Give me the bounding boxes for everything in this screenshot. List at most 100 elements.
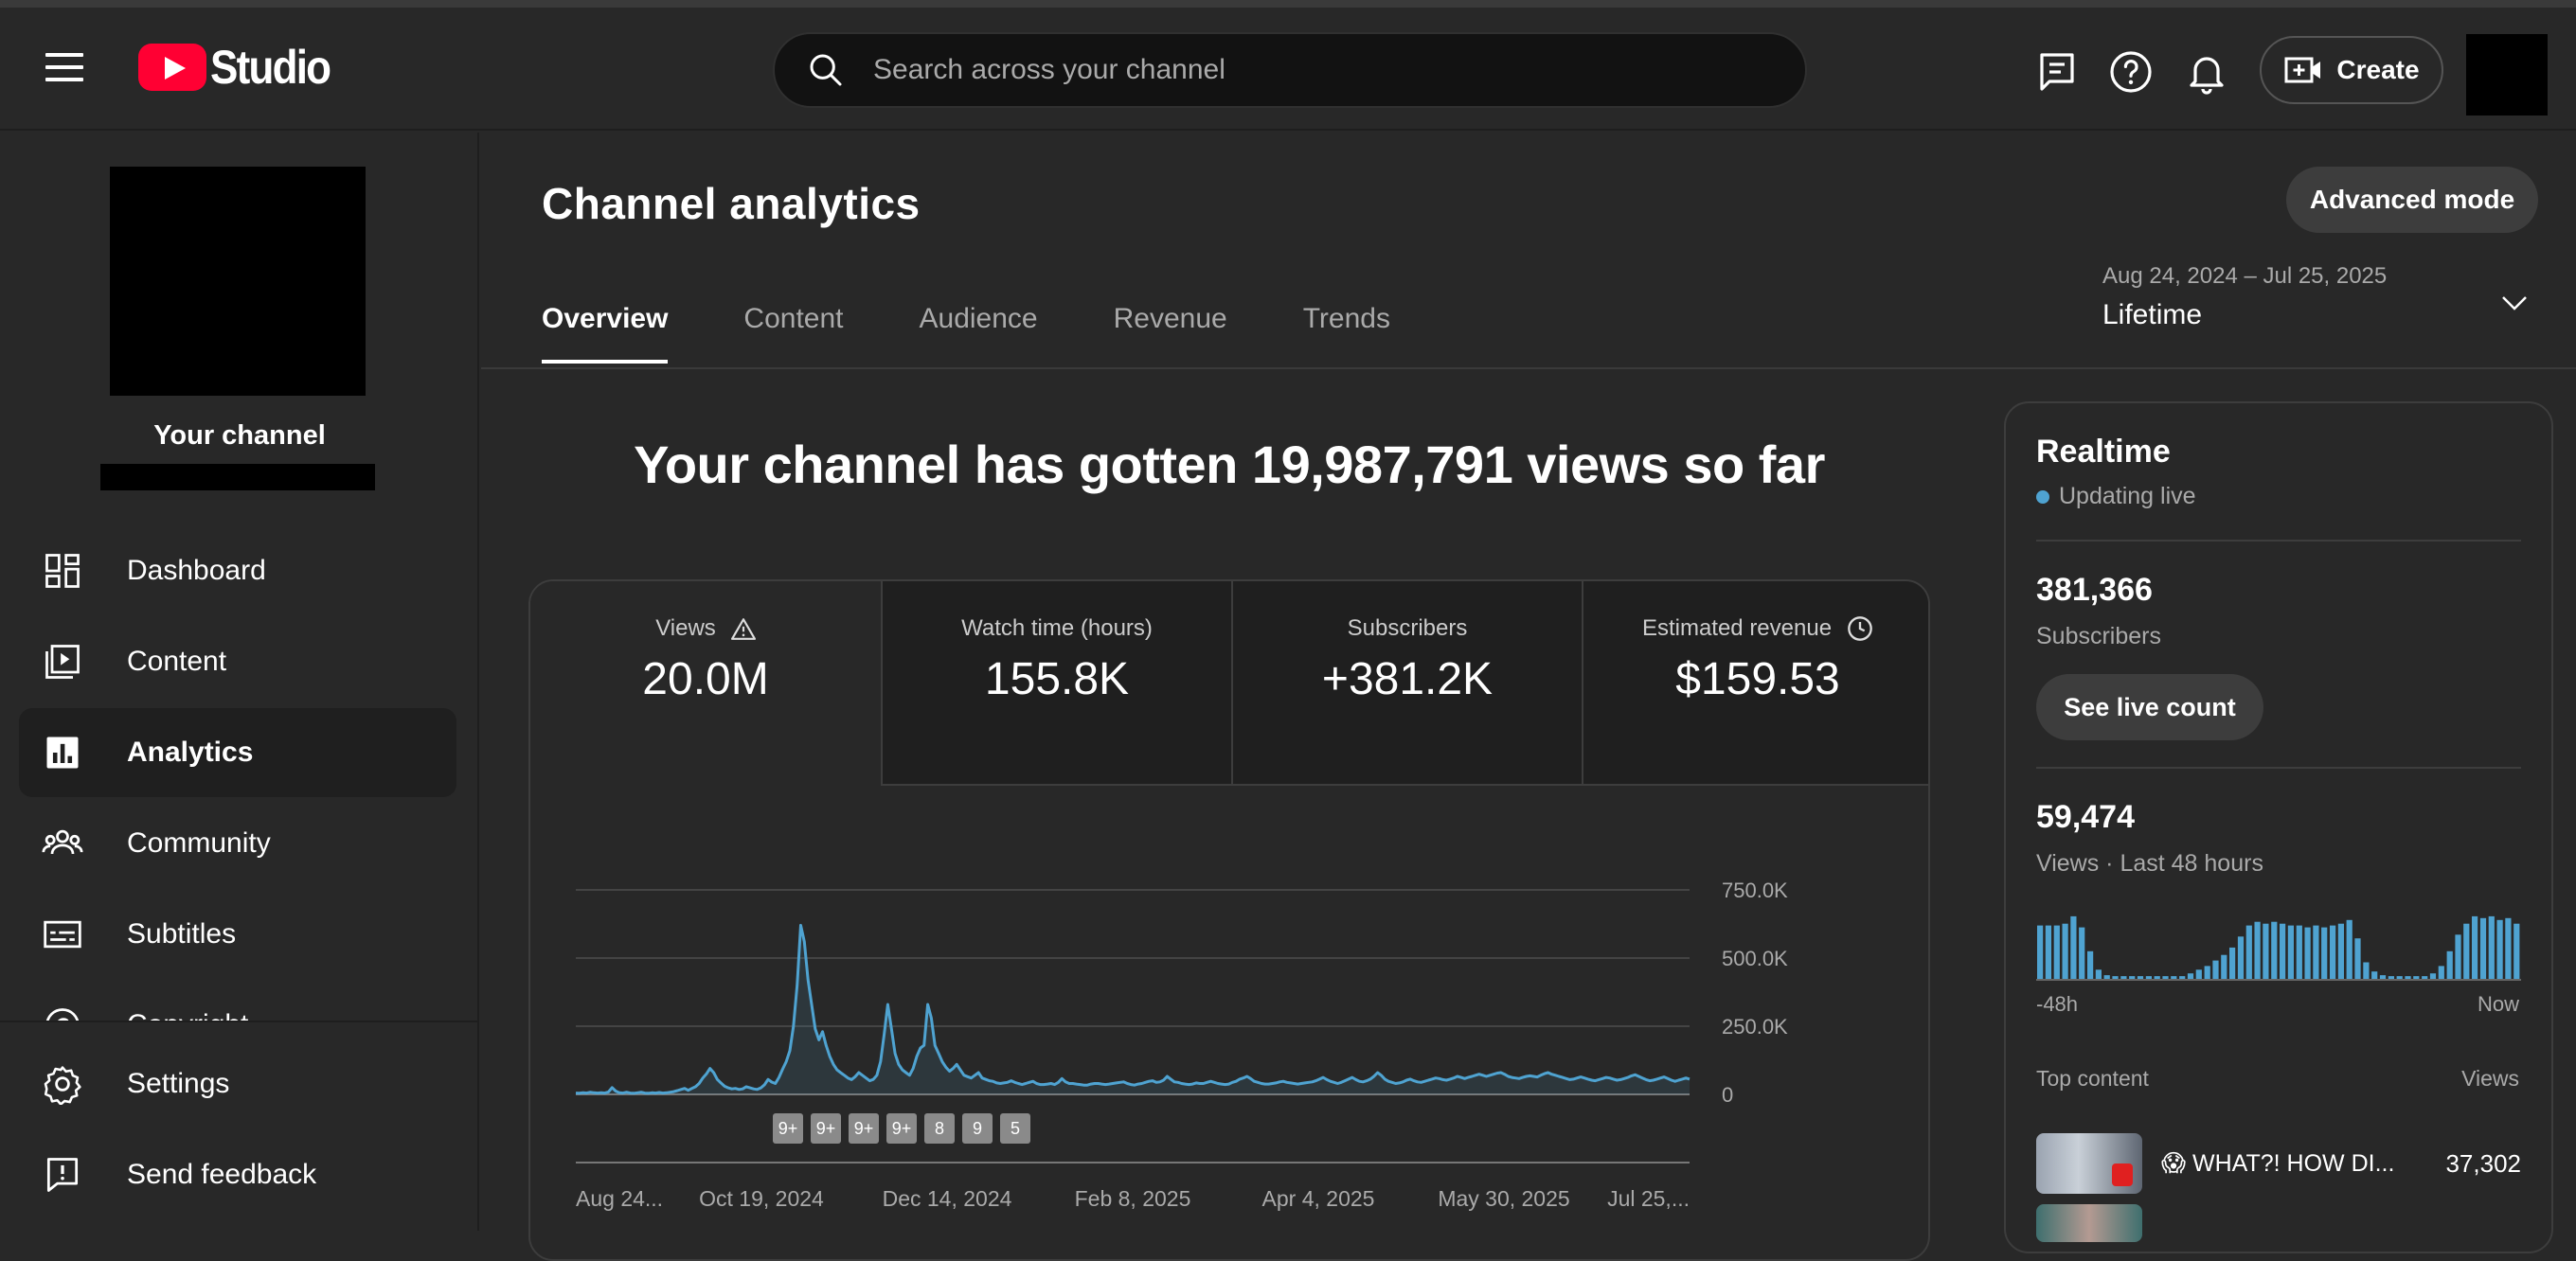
realtime-bar[interactable] xyxy=(2446,950,2453,979)
search-bar[interactable] xyxy=(773,32,1807,108)
realtime-bar[interactable] xyxy=(2212,960,2219,979)
tab-revenue[interactable]: Revenue xyxy=(1113,303,1227,334)
sidebar-item-community[interactable]: Community xyxy=(19,799,456,888)
realtime-bar[interactable] xyxy=(2455,934,2461,979)
realtime-bar[interactable] xyxy=(2488,915,2495,979)
realtime-bar[interactable] xyxy=(2171,976,2177,979)
realtime-bar[interactable] xyxy=(2280,923,2286,979)
realtime-bar[interactable] xyxy=(2513,923,2520,979)
realtime-bar[interactable] xyxy=(2137,976,2144,979)
realtime-bar[interactable] xyxy=(2405,976,2411,979)
menu-icon[interactable] xyxy=(45,53,83,81)
tab-trends[interactable]: Trends xyxy=(1302,303,1390,334)
realtime-bar[interactable] xyxy=(2388,976,2394,979)
comments-icon[interactable] xyxy=(2034,49,2080,95)
realtime-bar[interactable] xyxy=(2371,971,2378,979)
realtime-bar[interactable] xyxy=(2354,938,2361,979)
sidebar-item-subtitles[interactable]: Subtitles xyxy=(19,890,456,979)
realtime-bar[interactable] xyxy=(2379,975,2387,979)
realtime-bar[interactable] xyxy=(2129,976,2136,979)
sidebar-item-analytics[interactable]: Analytics xyxy=(19,708,456,797)
sidebar-item-send-feedback[interactable]: Send feedback xyxy=(19,1130,456,1219)
realtime-bar[interactable] xyxy=(2229,947,2236,979)
advanced-mode-button[interactable]: Advanced mode xyxy=(2286,167,2538,233)
date-range-selector[interactable]: Aug 24, 2024 – Jul 25, 2025 Lifetime xyxy=(2102,263,2538,348)
video-thumbnail[interactable] xyxy=(2036,1204,2142,1242)
realtime-bar-chart[interactable] xyxy=(2036,905,2521,981)
tab-content[interactable]: Content xyxy=(743,303,844,334)
realtime-bar[interactable] xyxy=(2045,925,2051,979)
realtime-bar[interactable] xyxy=(2346,919,2352,979)
realtime-bar[interactable] xyxy=(2195,969,2202,979)
realtime-bar[interactable] xyxy=(2145,976,2152,979)
realtime-bar[interactable] xyxy=(2237,936,2245,979)
realtime-bar[interactable] xyxy=(2120,976,2127,979)
realtime-bar[interactable] xyxy=(2062,923,2068,979)
realtime-bar[interactable] xyxy=(2396,976,2403,979)
realtime-bar[interactable] xyxy=(2496,919,2503,979)
annotation-badge[interactable] xyxy=(773,1113,803,1144)
realtime-bar[interactable] xyxy=(2438,966,2444,979)
metric-subscribers[interactable]: Subscribers +381.2K xyxy=(1231,581,1582,786)
realtime-bar[interactable] xyxy=(2505,917,2512,979)
realtime-bar[interactable] xyxy=(2221,954,2227,979)
sidebar-item-dashboard[interactable]: Dashboard xyxy=(19,526,456,615)
tab-overview[interactable]: Overview xyxy=(542,303,669,364)
channel-avatar[interactable] xyxy=(110,167,366,396)
top-content-item[interactable]: 😱 WHAT?! HOW DI... 37,302 xyxy=(2036,1132,2521,1195)
create-button[interactable]: Create xyxy=(2260,36,2443,104)
realtime-bar[interactable] xyxy=(2472,915,2478,979)
warning-icon[interactable] xyxy=(730,617,756,640)
realtime-bar[interactable] xyxy=(2287,925,2294,979)
realtime-bar[interactable] xyxy=(2296,925,2302,979)
realtime-bar[interactable] xyxy=(2245,925,2252,979)
sidebar-item-content[interactable]: Content xyxy=(19,617,456,706)
realtime-bar[interactable] xyxy=(2070,915,2077,979)
realtime-bar[interactable] xyxy=(2179,976,2186,979)
realtime-bar[interactable] xyxy=(2321,927,2328,979)
notifications-bell-icon[interactable] xyxy=(2184,49,2229,95)
tab-audience[interactable]: Audience xyxy=(919,303,1038,334)
annotation-badge[interactable] xyxy=(1000,1113,1030,1144)
realtime-bar[interactable] xyxy=(2162,976,2169,979)
annotation-badge[interactable] xyxy=(962,1113,993,1144)
annotation-badge[interactable] xyxy=(924,1113,955,1144)
series-line-views[interactable] xyxy=(575,923,1690,1095)
realtime-bar[interactable] xyxy=(2479,917,2487,979)
clock-icon[interactable] xyxy=(1847,615,1873,642)
realtime-bar[interactable] xyxy=(2304,927,2311,979)
account-avatar[interactable] xyxy=(2466,34,2548,115)
realtime-bar[interactable] xyxy=(2463,923,2470,979)
realtime-bar[interactable] xyxy=(2263,923,2269,979)
metric-views[interactable]: Views 20.0M xyxy=(530,581,881,786)
realtime-bar[interactable] xyxy=(2087,950,2094,979)
realtime-bar[interactable] xyxy=(2313,925,2319,979)
realtime-bar[interactable] xyxy=(2037,925,2044,979)
annotation-badge[interactable] xyxy=(886,1113,917,1144)
see-live-count-button[interactable]: See live count xyxy=(2036,674,2263,740)
realtime-bar[interactable] xyxy=(2079,927,2085,979)
annotation-badge[interactable] xyxy=(811,1113,841,1144)
realtime-bar[interactable] xyxy=(2187,973,2194,979)
help-icon[interactable] xyxy=(2108,49,2154,95)
realtime-bar[interactable] xyxy=(2254,921,2261,979)
realtime-bar[interactable] xyxy=(2363,962,2370,980)
realtime-bar[interactable] xyxy=(2154,976,2160,979)
realtime-bar[interactable] xyxy=(2413,976,2420,979)
views-line-chart[interactable]: 750.0K 500.0K 250.0K 0 9+ 9+ 9+ 9+ 8 9 5 Aug 24... O… xyxy=(530,786,1930,1261)
realtime-bar[interactable] xyxy=(2429,973,2437,979)
realtime-bar[interactable] xyxy=(2330,925,2336,979)
annotation-badge[interactable] xyxy=(849,1113,879,1144)
sidebar-item-settings[interactable]: Settings xyxy=(19,1039,456,1128)
realtime-bar[interactable] xyxy=(2103,975,2110,979)
metric-estimated-revenue[interactable]: Estimated revenue $159.53 xyxy=(1582,581,1928,786)
realtime-bar[interactable] xyxy=(2112,976,2119,979)
studio-logo[interactable]: Studio xyxy=(138,40,347,95)
realtime-bar[interactable] xyxy=(2337,923,2344,979)
realtime-bar[interactable] xyxy=(2271,921,2278,979)
search-icon[interactable] xyxy=(807,51,845,89)
metric-watch-time[interactable]: Watch time (hours) 155.8K xyxy=(881,581,1231,786)
search-input[interactable] xyxy=(873,54,1726,86)
realtime-bar[interactable] xyxy=(2204,966,2210,979)
realtime-bar[interactable] xyxy=(2422,976,2428,979)
